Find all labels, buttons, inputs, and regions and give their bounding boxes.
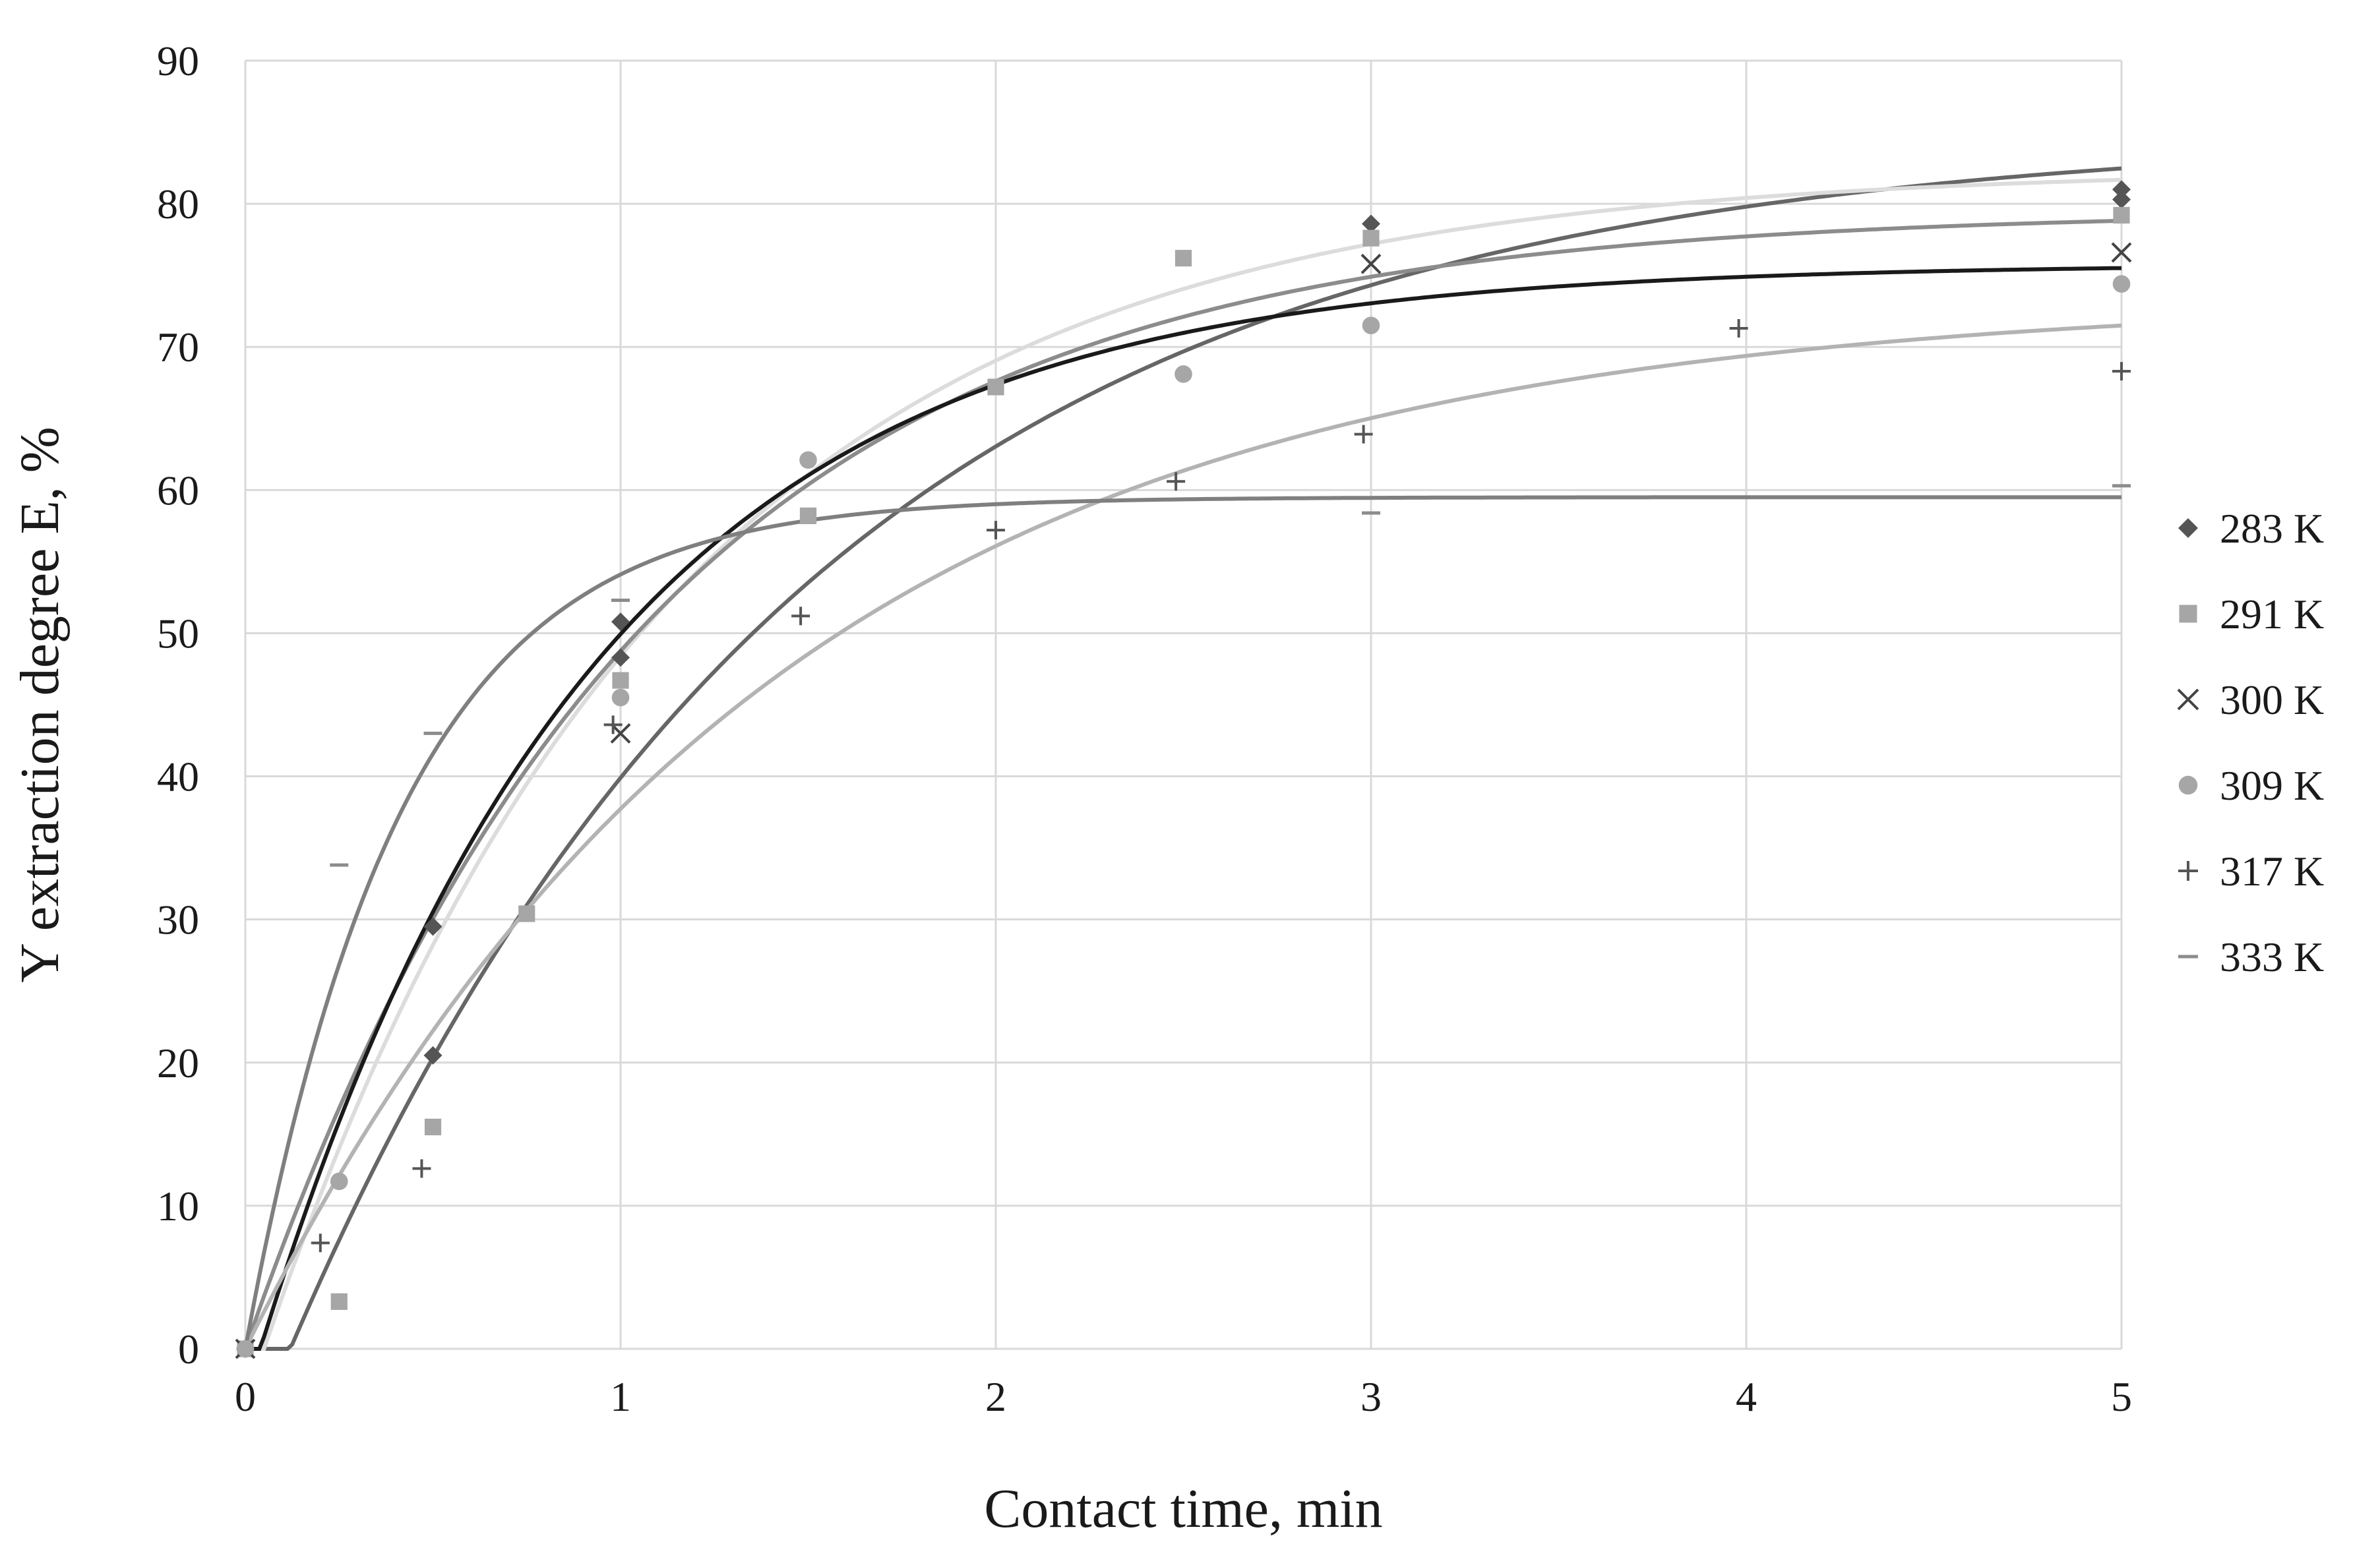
- data-point-283-k: [423, 1046, 442, 1065]
- fit-lines: [243, 166, 2122, 1351]
- data-point-291-k: [2113, 206, 2130, 224]
- data-point-309-k: [330, 1172, 348, 1191]
- data-point-283-k: [611, 612, 630, 632]
- fit-curve-333-k: [243, 495, 2121, 1349]
- legend-label-283-k: 283 K: [2220, 505, 2324, 552]
- x-axis-ticks: 0 1 2 3 4 5: [235, 1373, 2132, 1420]
- y-tick-label: 60: [157, 467, 199, 514]
- x-tick-label: 5: [2111, 1373, 2132, 1420]
- data-point-291-k: [518, 905, 535, 922]
- legend-marker-309-k: [2178, 775, 2198, 795]
- data-point-317-k: [1729, 318, 1748, 338]
- data-point-309-k: [611, 688, 630, 707]
- data-point-291-k: [1362, 229, 1380, 247]
- legend-label-291-k: 291 K: [2220, 591, 2324, 638]
- data-point-291-k: [330, 1293, 348, 1310]
- y-tick-label: 30: [157, 897, 199, 943]
- data-point-291-k: [1175, 250, 1192, 267]
- legend-marker-317-k: [2178, 861, 2198, 881]
- data-point-317-k: [603, 715, 623, 734]
- legend-label-300-k: 300 K: [2220, 676, 2324, 723]
- data-point-283-k: [1362, 214, 1380, 233]
- data-point-309-k: [2112, 275, 2131, 293]
- data-point-317-k: [987, 521, 1005, 540]
- y-tick-label: 40: [157, 754, 199, 800]
- y-tick-label: 0: [178, 1326, 199, 1373]
- data-point-309-k: [236, 1340, 255, 1358]
- fit-curve-317-k: [243, 323, 2122, 1350]
- legend-marker-300-k: [2177, 688, 2199, 711]
- x-tick-label: 0: [235, 1373, 256, 1420]
- data-point-317-k: [1167, 472, 1186, 491]
- data-point-317-k: [791, 607, 810, 626]
- data-point-291-k: [799, 507, 817, 525]
- fit-curve-291-k: [245, 177, 2122, 1351]
- data-point-309-k: [799, 451, 817, 469]
- y-tick-label: 80: [157, 181, 199, 227]
- data-point-317-k: [311, 1233, 330, 1253]
- legend-marker-291-k: [2179, 605, 2197, 623]
- y-tick-label: 20: [157, 1040, 199, 1086]
- legend-label-333-k: 333 K: [2220, 934, 2324, 980]
- data-point-317-k: [2112, 362, 2131, 381]
- y-tick-label: 70: [157, 324, 199, 371]
- data-point-291-k: [424, 1118, 442, 1136]
- legend-label-309-k: 309 K: [2220, 762, 2324, 809]
- y-axis-title: Y extraction degree E, %: [9, 427, 71, 983]
- data-point-291-k: [612, 672, 629, 689]
- data-point-309-k: [1362, 316, 1380, 334]
- data-point-283-k: [611, 648, 630, 667]
- y-tick-label: 10: [157, 1183, 199, 1230]
- x-tick-label: 3: [1360, 1373, 1382, 1420]
- x-axis-title: Contact time, min: [984, 1478, 1382, 1539]
- fit-curve-300-k: [243, 218, 2122, 1349]
- markers: [235, 180, 2132, 1359]
- x-tick-label: 1: [610, 1373, 631, 1420]
- data-point-300-k: [2111, 242, 2132, 263]
- y-tick-label: 90: [157, 38, 199, 84]
- legend-marker-283-k: [2178, 518, 2198, 538]
- data-point-283-k: [423, 917, 442, 936]
- y-axis-ticks: 0 10 20 30 40 50 60 70 80 90: [157, 38, 199, 1373]
- data-point-300-k: [1360, 253, 1382, 274]
- data-point-283-k: [2112, 190, 2131, 209]
- data-point-317-k: [412, 1159, 431, 1178]
- fit-curve-283-k: [245, 166, 2122, 1351]
- x-tick-label: 4: [1736, 1373, 1757, 1420]
- y-tick-label: 50: [157, 610, 199, 657]
- grid: [244, 59, 2123, 1350]
- data-point-283-k: [2112, 180, 2131, 199]
- fit-curve-309-k: [245, 266, 2122, 1351]
- x-tick-label: 2: [985, 1373, 1006, 1420]
- data-point-291-k: [987, 378, 1004, 396]
- data-point-309-k: [1175, 365, 1192, 383]
- legend-label-317-k: 317 K: [2220, 848, 2324, 895]
- data-point-300-k: [610, 723, 631, 744]
- legend: 283 K 291 K 300 K 309 K 317 K 333 K: [2177, 505, 2324, 980]
- data-point-317-k: [1354, 425, 1373, 444]
